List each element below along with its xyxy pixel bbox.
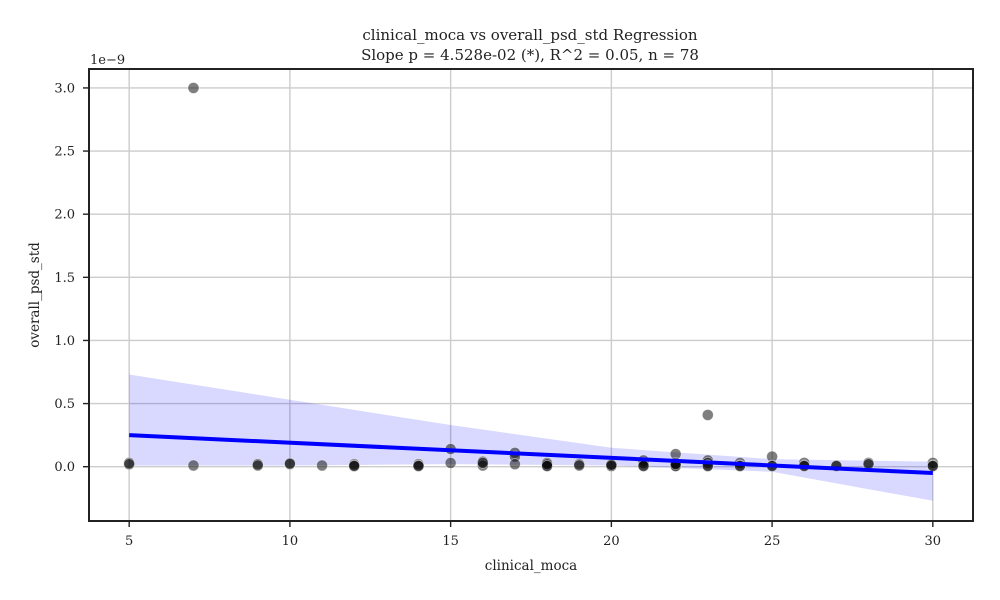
y-tick-label: 3.0 (54, 81, 75, 96)
scatter-point (412, 460, 425, 472)
plot-frame (88, 68, 974, 522)
scatter-point (927, 460, 939, 472)
scatter-point (444, 457, 457, 469)
chart-title: clinical_moca vs overall_psd_std Regress… (362, 26, 698, 44)
y-tick-label: 1.5 (54, 271, 75, 286)
scatter-point (251, 459, 264, 472)
x-axis-ticks: 5 10 15 20 25 30 (125, 521, 941, 549)
x-tick-label: 30 (925, 534, 942, 549)
scatter-point (541, 460, 553, 472)
x-axis-label: clinical_moca (485, 558, 577, 574)
y-axis-ticks: 0.0 0.5 1.0 1.5 2.0 2.5 3.0 (54, 81, 89, 475)
x-tick-label: 5 (125, 534, 133, 549)
y-tick-label: 0.5 (54, 397, 75, 412)
grid (89, 69, 973, 521)
scatter-point (284, 457, 296, 470)
x-tick-label: 10 (282, 534, 299, 549)
x-tick-label: 20 (603, 534, 620, 549)
confidence-band-layer (129, 374, 933, 501)
scatter-point (187, 82, 200, 94)
scatter-point (605, 459, 618, 471)
scatter-point (187, 459, 200, 472)
y-offset-label: 1e−9 (90, 53, 125, 68)
x-tick-label: 15 (442, 534, 459, 549)
y-tick-label: 2.0 (54, 208, 75, 223)
chart-subtitle: Slope p = 4.528e-02 (*), R^2 = 0.05, n =… (361, 46, 699, 64)
scatter-point (316, 459, 328, 472)
scatter-point (509, 458, 521, 470)
regression-line (129, 433, 933, 476)
y-tick-label: 0.0 (54, 460, 75, 475)
confidence-band (129, 374, 933, 501)
scatter-point (701, 409, 714, 421)
scatter-point (637, 460, 650, 472)
scatter-point (348, 460, 361, 472)
y-tick-label: 2.5 (54, 145, 75, 160)
y-axis-label: overall_psd_std (27, 242, 43, 348)
x-tick-label: 25 (764, 534, 781, 549)
scatter-point (476, 457, 489, 469)
regression-line-layer (129, 433, 933, 476)
y-tick-label: 1.0 (54, 334, 75, 349)
scatter-point (573, 459, 586, 472)
scatter-point (123, 458, 135, 470)
